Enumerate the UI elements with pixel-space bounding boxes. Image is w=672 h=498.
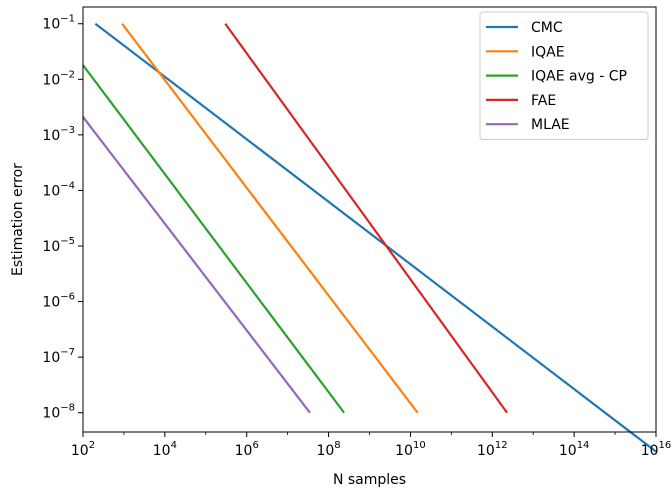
y-tick-label: 10−6 — [42, 292, 75, 311]
x-axis-label: N samples — [333, 472, 406, 488]
legend-label-iqae-avg-cp: IQAE avg - CP — [531, 69, 627, 85]
legend-label-mlae: MLAE — [531, 117, 570, 133]
x-tick-label: 108 — [316, 440, 340, 459]
y-tick-label: 10−2 — [42, 69, 75, 88]
y-tick-label: 10−4 — [42, 180, 75, 199]
y-tick-label: 10−3 — [42, 125, 75, 144]
y-tick-label: 10−7 — [42, 347, 75, 366]
legend-box — [479, 11, 649, 140]
x-tick-label: 1016 — [641, 440, 672, 459]
series-line-iqae — [121, 23, 419, 414]
legend-label-iqae: IQAE — [531, 44, 565, 60]
series-line-mlae — [82, 116, 311, 414]
y-axis: 10−1 10−2 10−3 10−4 10−5 10−6 10−7 10−8 — [42, 14, 83, 422]
series-line-iqae-avg-cp — [82, 64, 346, 414]
y-tick-label: 10−5 — [42, 236, 75, 255]
x-axis: 102 104 106 108 1010 1012 1014 1016 — [71, 432, 671, 459]
x-tick-label: 1010 — [395, 440, 426, 459]
x-tick-label: 106 — [235, 440, 259, 459]
legend-label-cmc: CMC — [531, 20, 563, 36]
series-line-cmc — [94, 22, 657, 453]
x-tick-label: 104 — [153, 440, 177, 459]
x-tick-label: 102 — [71, 440, 95, 459]
series-layer — [82, 22, 657, 453]
series-line-fae — [224, 23, 508, 414]
y-axis-label: Estimation error — [10, 163, 26, 276]
y-tick-label: 10−8 — [42, 403, 75, 422]
x-tick-label: 1012 — [477, 440, 508, 459]
y-tick-label: 10−1 — [42, 14, 75, 33]
x-tick-label: 1014 — [559, 440, 590, 459]
legend: CMC IQAE IQAE avg - CP FAE MLAE — [479, 11, 649, 140]
legend-label-fae: FAE — [531, 93, 556, 109]
